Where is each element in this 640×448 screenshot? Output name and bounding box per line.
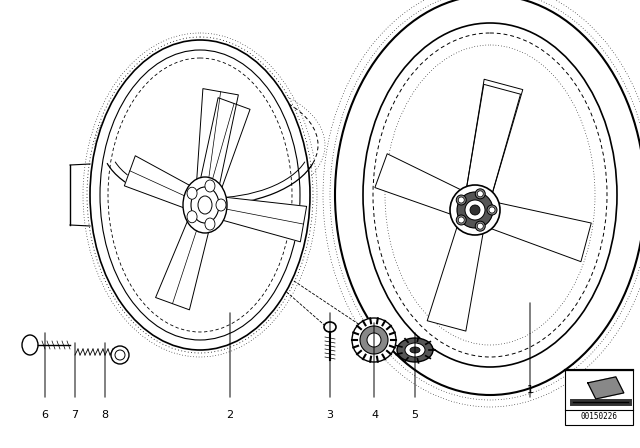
Text: 00150226: 00150226 xyxy=(580,412,618,421)
Ellipse shape xyxy=(352,318,396,362)
Ellipse shape xyxy=(187,187,197,199)
Ellipse shape xyxy=(360,326,388,354)
Ellipse shape xyxy=(457,192,493,228)
Text: 3: 3 xyxy=(326,410,333,420)
Ellipse shape xyxy=(363,23,617,367)
Polygon shape xyxy=(124,156,209,215)
Ellipse shape xyxy=(477,191,483,197)
Text: 4: 4 xyxy=(371,410,379,420)
Polygon shape xyxy=(156,202,214,310)
Ellipse shape xyxy=(90,40,310,350)
Ellipse shape xyxy=(476,221,485,231)
Polygon shape xyxy=(588,377,624,399)
Ellipse shape xyxy=(458,197,464,203)
Polygon shape xyxy=(204,195,307,242)
Ellipse shape xyxy=(205,218,215,230)
Ellipse shape xyxy=(397,338,433,362)
Text: 2: 2 xyxy=(227,410,234,420)
Ellipse shape xyxy=(205,180,215,192)
Ellipse shape xyxy=(367,333,381,347)
Polygon shape xyxy=(428,207,486,331)
Ellipse shape xyxy=(476,189,485,199)
Ellipse shape xyxy=(115,350,125,360)
Ellipse shape xyxy=(22,335,38,355)
Ellipse shape xyxy=(187,211,197,223)
Polygon shape xyxy=(375,154,479,221)
Ellipse shape xyxy=(405,343,425,357)
Ellipse shape xyxy=(477,223,483,229)
Ellipse shape xyxy=(216,199,226,211)
Ellipse shape xyxy=(111,346,129,364)
Ellipse shape xyxy=(198,196,212,214)
Ellipse shape xyxy=(183,177,227,233)
Text: 8: 8 xyxy=(101,410,109,420)
Polygon shape xyxy=(195,89,238,207)
Ellipse shape xyxy=(450,185,500,235)
Text: 6: 6 xyxy=(42,410,49,420)
Ellipse shape xyxy=(324,322,336,332)
Polygon shape xyxy=(463,84,520,213)
Text: 7: 7 xyxy=(72,410,79,420)
Ellipse shape xyxy=(470,205,480,215)
Ellipse shape xyxy=(489,207,495,213)
Ellipse shape xyxy=(456,195,467,205)
Ellipse shape xyxy=(410,347,420,353)
Text: 1: 1 xyxy=(527,385,534,395)
Text: 5: 5 xyxy=(412,410,419,420)
Ellipse shape xyxy=(458,217,464,223)
Bar xyxy=(565,370,633,425)
Polygon shape xyxy=(472,198,591,262)
Polygon shape xyxy=(463,79,523,213)
Polygon shape xyxy=(196,98,250,208)
Ellipse shape xyxy=(191,187,219,223)
Ellipse shape xyxy=(465,200,485,220)
Ellipse shape xyxy=(487,205,497,215)
Ellipse shape xyxy=(456,215,467,225)
Ellipse shape xyxy=(335,0,640,395)
